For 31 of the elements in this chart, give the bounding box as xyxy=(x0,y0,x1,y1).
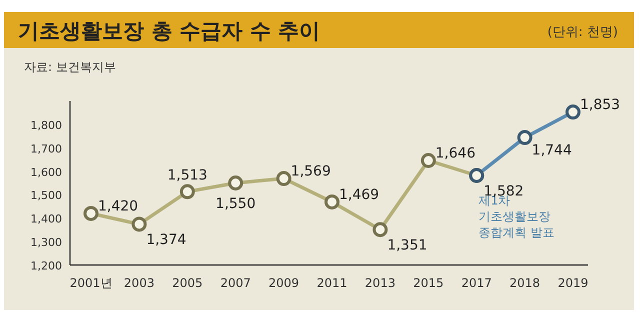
y-tick-label: 1,600 xyxy=(30,166,62,179)
y-tick-label: 1,300 xyxy=(30,236,62,250)
x-tick-label: 2011 xyxy=(316,276,348,290)
x-tick-label: 2009 xyxy=(268,276,300,290)
x-tick-label: 2015 xyxy=(413,276,444,290)
data-label: 1,853 xyxy=(580,97,620,114)
data-label: 1,646 xyxy=(435,146,476,162)
x-tick-label: 2013 xyxy=(364,276,396,290)
y-tick-label: 1,800 xyxy=(30,118,62,132)
data-label: 1,469 xyxy=(339,186,380,203)
data-label: 1,420 xyxy=(98,198,138,214)
x-tick-label: 2019 xyxy=(558,276,588,290)
y-axis-title: (단위: 천명) xyxy=(547,25,618,40)
x-tick-label: 2018 xyxy=(510,276,540,290)
x-tick-label: 2001년 xyxy=(70,276,112,290)
x-tick-label: 2005 xyxy=(172,276,203,290)
y-tick-label: 1,400 xyxy=(30,212,62,226)
x-tick-label: 2007 xyxy=(220,276,251,290)
text: 자료: 보건복지부 xyxy=(24,60,116,74)
data-label: 1,513 xyxy=(167,168,208,184)
data-label: 1,550 xyxy=(216,196,256,212)
data-label: 1,569 xyxy=(290,164,331,180)
y-tick-label: 1,200 xyxy=(30,260,62,272)
chart-title: 기초생활보장 총 수급자 수 추이 xyxy=(18,19,320,43)
x-tick-label: 2003 xyxy=(124,276,154,290)
y-tick-label: 1,700 xyxy=(30,142,62,156)
y-tick-label: 1,500 xyxy=(30,189,62,202)
data-label: 1,374 xyxy=(146,232,186,248)
x-tick-label: 2017 xyxy=(461,276,492,290)
data-label: 1,351 xyxy=(387,238,428,254)
data-label: 1,744 xyxy=(532,142,572,159)
